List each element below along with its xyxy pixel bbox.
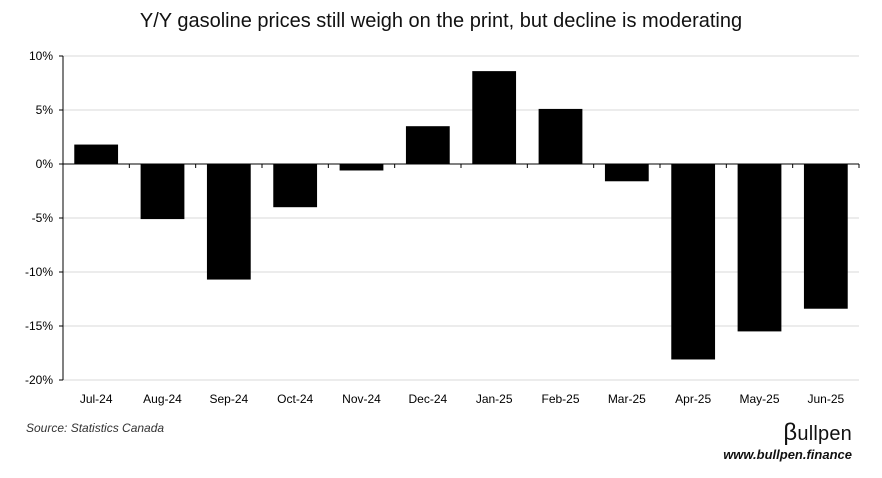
x-tick-label: Jan-25 <box>476 392 513 406</box>
x-tick-label: Sep-24 <box>209 392 248 406</box>
x-tick-label: Apr-25 <box>675 392 711 406</box>
bar-aug-24 <box>140 164 185 220</box>
gridlines <box>63 55 859 381</box>
bar-jan-25 <box>472 71 517 164</box>
x-tick-label: Jul-24 <box>80 392 113 406</box>
brand-logo: βullpen <box>783 419 852 447</box>
website-link[interactable]: www.bullpen.finance <box>723 447 852 462</box>
bar-sep-24 <box>206 164 251 280</box>
x-tick-label: Oct-24 <box>277 392 313 406</box>
x-tick-label: May-25 <box>739 392 779 406</box>
y-axis-ticks: 10% 5% 0% -5% -10% -15% -20% <box>25 49 63 387</box>
y-tick-label: -20% <box>25 373 53 387</box>
y-tick-label: 10% <box>29 49 53 63</box>
x-tick-label: Dec-24 <box>408 392 447 406</box>
y-tick-label: -5% <box>32 211 54 225</box>
bars <box>74 71 848 360</box>
brand-name: ullpen <box>797 423 852 445</box>
source-note: Source: Statistics Canada <box>26 421 165 435</box>
x-axis-ticks: Jul-24 Aug-24 Sep-24 Oct-24 Nov-24 Dec-24 Jan-… <box>80 392 845 406</box>
bar-nov-24 <box>339 164 384 171</box>
bar-jun-25 <box>803 164 848 309</box>
x-tick-label: Nov-24 <box>342 392 381 406</box>
bar-jul-24 <box>74 144 119 164</box>
y-tick-label: 0% <box>36 157 54 171</box>
axes <box>62 56 860 380</box>
bar-mar-25 <box>604 164 649 182</box>
chart-title: Y/Y gasoline prices still weigh on the p… <box>139 10 743 32</box>
y-tick-label: -10% <box>25 265 53 279</box>
bar-may-25 <box>737 164 782 332</box>
x-tick-label: Aug-24 <box>143 392 182 406</box>
bar-oct-24 <box>273 164 318 208</box>
bar-apr-25 <box>671 164 716 360</box>
y-tick-label: -15% <box>25 319 53 333</box>
x-tick-label: Mar-25 <box>608 392 646 406</box>
x-tick-label: Feb-25 <box>541 392 579 406</box>
x-tick-label: Jun-25 <box>807 392 844 406</box>
bar-feb-25 <box>538 108 583 164</box>
bar-dec-24 <box>405 126 450 164</box>
brand-symbol: β <box>783 419 798 446</box>
y-tick-label: 5% <box>36 103 54 117</box>
